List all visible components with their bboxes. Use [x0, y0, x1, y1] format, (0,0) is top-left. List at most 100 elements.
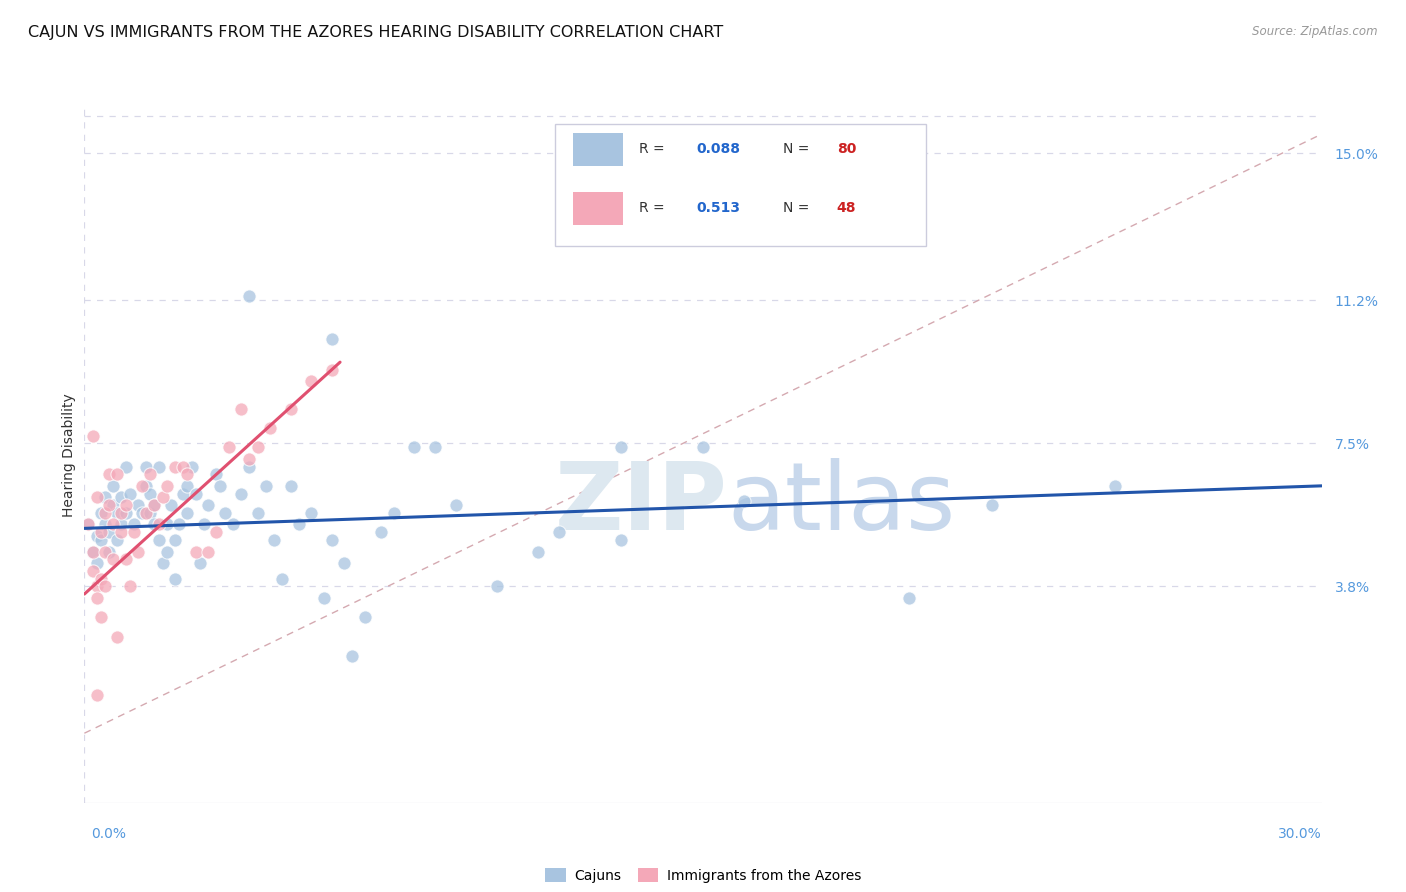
Point — [152, 491, 174, 505]
Point — [404, 440, 426, 454]
Point — [288, 517, 311, 532]
Point — [114, 506, 136, 520]
Point — [353, 610, 375, 624]
Point — [90, 610, 112, 624]
Point — [299, 506, 322, 520]
Point — [321, 332, 343, 346]
Point — [143, 517, 166, 532]
Point — [105, 467, 128, 482]
Point — [105, 533, 128, 547]
Point — [98, 498, 121, 512]
Point — [176, 506, 198, 520]
Point — [122, 517, 145, 532]
Text: atlas: atlas — [728, 458, 956, 549]
Point — [105, 630, 128, 644]
Point — [733, 494, 755, 508]
Point — [692, 440, 714, 454]
Point — [131, 506, 153, 520]
Point — [197, 544, 219, 558]
Point — [86, 556, 108, 570]
Point — [156, 544, 179, 558]
Text: R =: R = — [638, 143, 669, 156]
Text: 30.0%: 30.0% — [1278, 827, 1322, 841]
Text: 0.0%: 0.0% — [91, 827, 127, 841]
Point — [110, 491, 132, 505]
Point — [485, 579, 508, 593]
Point — [82, 544, 104, 558]
Point — [205, 467, 228, 482]
Point — [86, 591, 108, 605]
Point — [238, 289, 260, 303]
Point — [110, 517, 132, 532]
Point — [246, 440, 269, 454]
Point — [321, 533, 343, 547]
Point — [156, 517, 179, 532]
Text: N =: N = — [783, 143, 814, 156]
Point — [90, 533, 112, 547]
Point — [176, 479, 198, 493]
Point — [131, 479, 153, 493]
Bar — [574, 192, 623, 226]
Text: 80: 80 — [837, 143, 856, 156]
Point — [148, 533, 170, 547]
Y-axis label: Hearing Disability: Hearing Disability — [62, 393, 76, 516]
Point — [103, 517, 125, 532]
Point — [118, 579, 141, 593]
Text: R =: R = — [638, 201, 669, 215]
Point — [165, 572, 187, 586]
Point — [143, 498, 166, 512]
Text: N =: N = — [783, 201, 814, 215]
Point — [86, 529, 108, 543]
Point — [90, 572, 112, 586]
Point — [82, 564, 104, 578]
Point — [980, 498, 1002, 512]
Point — [135, 506, 157, 520]
Point — [180, 459, 202, 474]
Point — [152, 556, 174, 570]
Point — [90, 506, 112, 520]
FancyBboxPatch shape — [554, 124, 925, 246]
Point — [86, 491, 108, 505]
Point — [82, 428, 104, 442]
Point — [135, 459, 157, 474]
Point — [280, 479, 302, 493]
Point — [94, 517, 117, 532]
Point — [197, 498, 219, 512]
Point — [172, 459, 194, 474]
Point — [148, 459, 170, 474]
Point — [165, 533, 187, 547]
Point — [229, 401, 252, 416]
Point — [82, 544, 104, 558]
Point — [246, 506, 269, 520]
Point — [94, 544, 117, 558]
Point — [271, 572, 294, 586]
Point — [122, 525, 145, 540]
Point — [423, 440, 446, 454]
Point — [184, 486, 207, 500]
Point — [139, 506, 162, 520]
Point — [609, 533, 631, 547]
Point — [238, 451, 260, 466]
Point — [135, 479, 157, 493]
Point — [160, 498, 183, 512]
Point — [214, 506, 236, 520]
Point — [103, 552, 125, 566]
Point — [238, 459, 260, 474]
Text: CAJUN VS IMMIGRANTS FROM THE AZORES HEARING DISABILITY CORRELATION CHART: CAJUN VS IMMIGRANTS FROM THE AZORES HEAR… — [28, 25, 723, 40]
Point — [898, 591, 921, 605]
Point — [333, 556, 356, 570]
Point — [94, 491, 117, 505]
Legend: Cajuns, Immigrants from the Azores: Cajuns, Immigrants from the Azores — [538, 862, 868, 890]
Point — [98, 525, 121, 540]
Point — [143, 498, 166, 512]
Point — [86, 688, 108, 702]
Point — [1104, 479, 1126, 493]
Point — [105, 506, 128, 520]
Point — [118, 486, 141, 500]
Point — [156, 479, 179, 493]
Point — [139, 486, 162, 500]
Text: ZIP: ZIP — [555, 458, 728, 549]
Point — [299, 375, 322, 389]
Point — [98, 544, 121, 558]
Point — [527, 544, 550, 558]
